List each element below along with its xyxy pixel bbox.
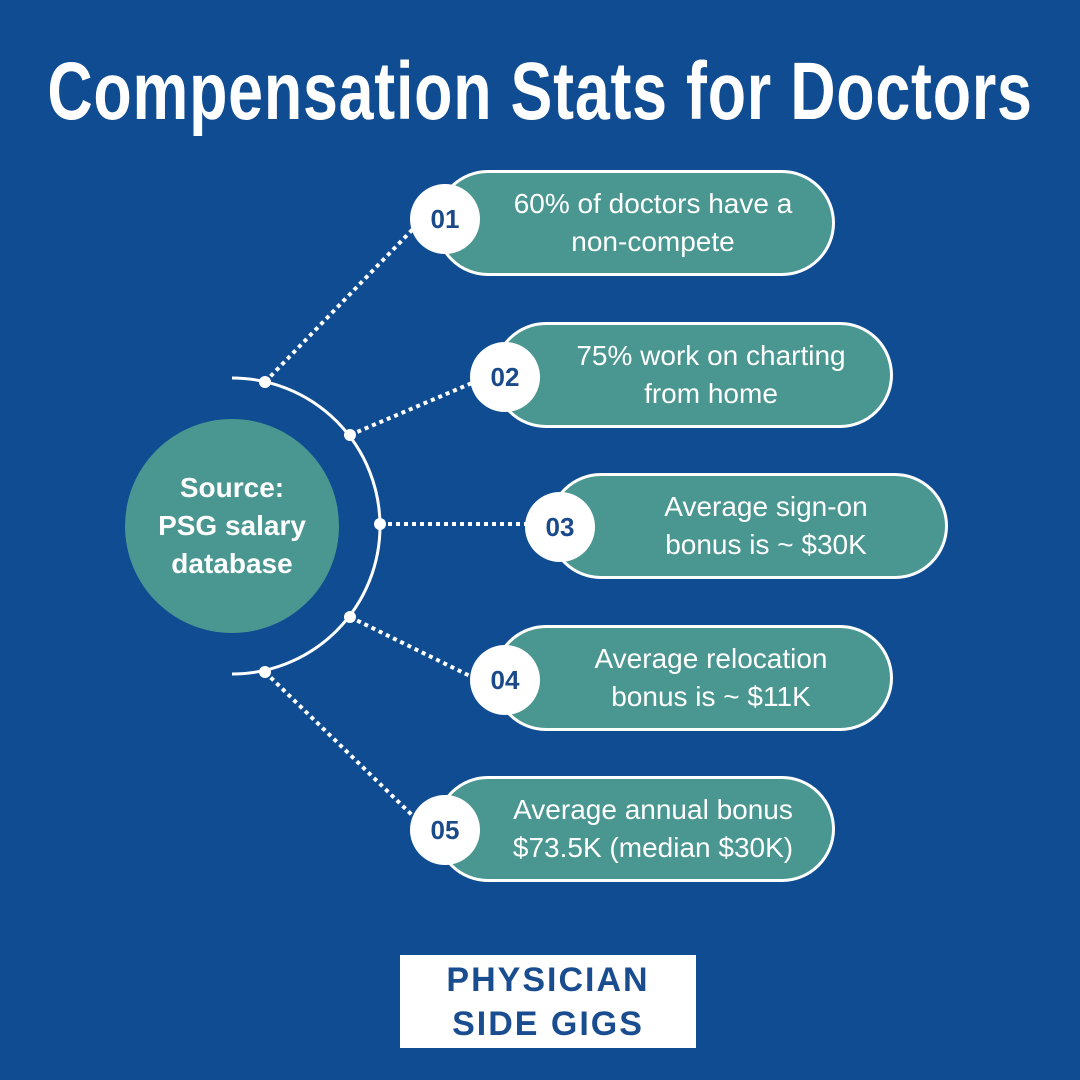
stat-card-02: 75% work on charting from home (493, 322, 893, 428)
stat-text: Average annual bonus (513, 794, 793, 825)
stat-text: Average sign-on (664, 491, 868, 522)
stat-text: non-compete (571, 226, 735, 257)
title-container: Compensation Stats for Doctors (0, 42, 1080, 142)
node-dot (259, 666, 271, 678)
stat-card-03: Average sign-on bonus is ~ $30K (548, 473, 948, 579)
brand-logo: PHYSICIAN SIDE GIGS (400, 955, 696, 1048)
page-title: Compensation Stats for Doctors (47, 46, 1033, 137)
stat-text: 75% work on charting (576, 340, 846, 371)
source-label: Source: (179, 472, 285, 503)
source-name: database (171, 548, 293, 579)
connector-01 (263, 226, 416, 384)
stat-number-badge: 02 (470, 342, 540, 412)
connector-05 (263, 670, 416, 819)
source-name: PSG salary (158, 510, 306, 541)
stat-text: $73.5K (median $30K) (512, 832, 794, 863)
source-circle: Source: PSG salary database (125, 419, 339, 633)
stat-card-01: 60% of doctors have a non-compete (435, 170, 835, 276)
stat-number-badge: 04 (470, 645, 540, 715)
stat-text: bonus is ~ $11K (611, 681, 811, 712)
node-dot (259, 376, 271, 388)
stat-text: bonus is ~ $30K (665, 529, 867, 560)
stat-text: Average relocation (594, 643, 828, 674)
stat-number-badge: 03 (525, 492, 595, 562)
stat-text: from home (644, 378, 778, 409)
stat-text: 60% of doctors have a (513, 188, 793, 219)
node-dot (374, 518, 386, 530)
node-dot (344, 429, 356, 441)
stat-card-04: Average relocation bonus is ~ $11K (493, 625, 893, 731)
node-dot (344, 611, 356, 623)
stat-number-badge: 05 (410, 795, 480, 865)
stat-number-badge: 01 (410, 184, 480, 254)
stat-card-05: Average annual bonus $73.5K (median $30K) (435, 776, 835, 882)
connector-02 (349, 381, 473, 437)
logo-text: PHYSICIAN (446, 960, 650, 999)
connector-04 (349, 615, 473, 679)
logo-text: SIDE GIGS (452, 1004, 644, 1043)
